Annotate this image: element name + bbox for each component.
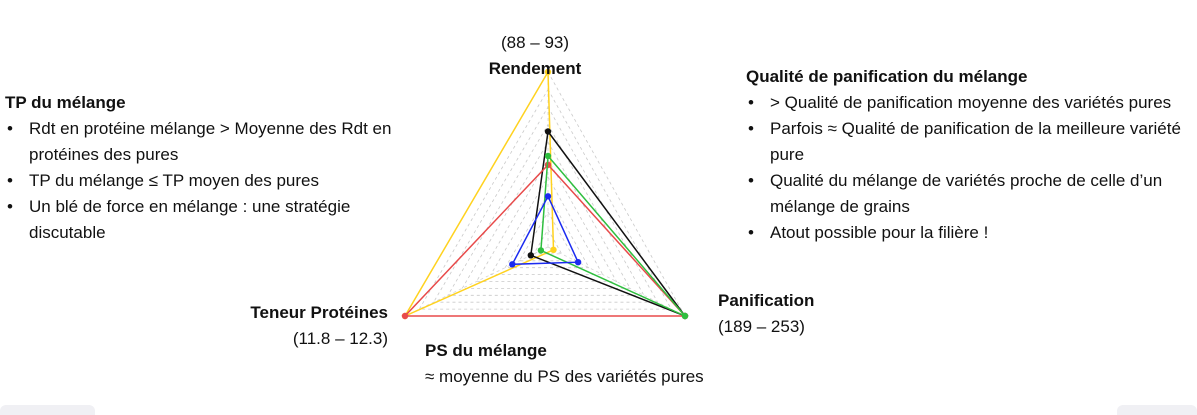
radar-gridline xyxy=(447,123,645,296)
radar-series-line-1 xyxy=(403,69,555,318)
radar-point-1-1 xyxy=(544,68,552,76)
radar-gridline xyxy=(533,228,563,255)
quality-bullet-list: • > Qualité de panification moyenne des v… xyxy=(746,90,1191,246)
axis-title-panification: Panification xyxy=(718,291,815,310)
corner-shade-right xyxy=(1117,405,1197,415)
radar-point-2-3 xyxy=(527,252,534,259)
radar-gridline xyxy=(404,71,686,317)
bullet-icon: • xyxy=(748,93,754,112)
radar-gridline xyxy=(432,106,659,303)
radar-gridline xyxy=(475,158,618,282)
radar-spoke xyxy=(547,246,686,317)
list-item: • Atout possible pour la filière ! xyxy=(746,220,1191,246)
radar-point-4-2 xyxy=(681,312,689,320)
radar-point-3-3 xyxy=(401,312,409,320)
radar-series-line-3 xyxy=(403,163,687,317)
radar-gridline xyxy=(504,193,590,269)
axis-range-panification: (189 – 253) xyxy=(718,317,805,336)
radar-point-5-2 xyxy=(574,259,582,266)
bullet-icon: • xyxy=(748,223,754,242)
axis-range-teneur: (11.8 – 12.3) xyxy=(292,329,388,348)
corner-shade-left xyxy=(0,405,95,415)
ps-block: PS du mélange ≈ moyenne du PS des variét… xyxy=(425,338,715,390)
radar-gridline xyxy=(418,88,672,310)
radar-point-5-1 xyxy=(544,193,552,200)
quality-title: Qualité de panification du mélange xyxy=(746,67,1028,86)
radar-point-5-3 xyxy=(509,261,516,268)
list-item: • > Qualité de panification moyenne des v… xyxy=(746,90,1191,116)
bullet-icon: • xyxy=(748,171,754,190)
radar-spoke xyxy=(404,246,549,317)
radar-grid xyxy=(404,71,686,317)
bullet-icon: • xyxy=(7,119,13,138)
tp-bullet-list: • Rdt en protéine mélange > Moyenne des R… xyxy=(5,116,405,246)
axis-range-rendement: (88 – 93) xyxy=(500,33,570,52)
list-item: • Qualité du mélange de variétés proche d… xyxy=(746,168,1191,220)
list-item: • Rdt en protéine mélange > Moyenne des R… xyxy=(5,116,405,168)
bullet-icon: • xyxy=(7,171,13,190)
ps-title: PS du mélange xyxy=(425,341,547,360)
axis-title-teneur: Teneur Protéines xyxy=(250,303,388,322)
radar-point-4-3 xyxy=(537,247,545,254)
radar-gridline xyxy=(490,176,604,276)
tp-block: TP du mélange • Rdt en protéine mélange >… xyxy=(5,90,405,246)
list-item: • Un blé de force en mélange : une straté… xyxy=(5,194,405,246)
radar-point-2-1 xyxy=(544,128,552,135)
bullet-icon: • xyxy=(7,197,13,216)
radar-point-4-1 xyxy=(544,152,552,160)
radar-series-line-5 xyxy=(511,194,580,266)
axis-title-rendement: Rendement xyxy=(488,59,582,78)
radar-series xyxy=(401,68,689,320)
ps-text: ≈ moyenne du PS des variétés pures xyxy=(425,367,704,386)
radar-point-1-2 xyxy=(550,246,557,253)
axis-label-rendement: (88 – 93) Rendement xyxy=(340,30,730,82)
quality-block: Qualité de panification du mélange • > Qu… xyxy=(746,64,1191,246)
bullet-icon: • xyxy=(748,119,754,138)
list-item: • TP du mélange ≤ TP moyen des pures xyxy=(5,168,405,194)
radar-gridline xyxy=(461,141,631,289)
tp-title: TP du mélange xyxy=(5,93,126,112)
radar-series-line-2 xyxy=(529,129,688,318)
list-item: • Parfois ≈ Qualité de panification de la… xyxy=(746,116,1191,168)
